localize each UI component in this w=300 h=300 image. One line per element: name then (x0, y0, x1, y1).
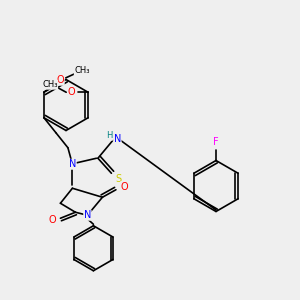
Text: O: O (68, 87, 75, 97)
Text: S: S (116, 174, 122, 184)
Text: O: O (48, 215, 56, 225)
Text: CH₃: CH₃ (42, 80, 58, 89)
Text: F: F (213, 137, 219, 147)
Text: O: O (57, 75, 64, 85)
Text: N: N (114, 134, 121, 144)
Text: N: N (69, 159, 76, 169)
Text: O: O (121, 182, 128, 192)
Text: CH₃: CH₃ (74, 66, 90, 75)
Text: N: N (84, 210, 91, 220)
Text: H: H (106, 131, 112, 140)
